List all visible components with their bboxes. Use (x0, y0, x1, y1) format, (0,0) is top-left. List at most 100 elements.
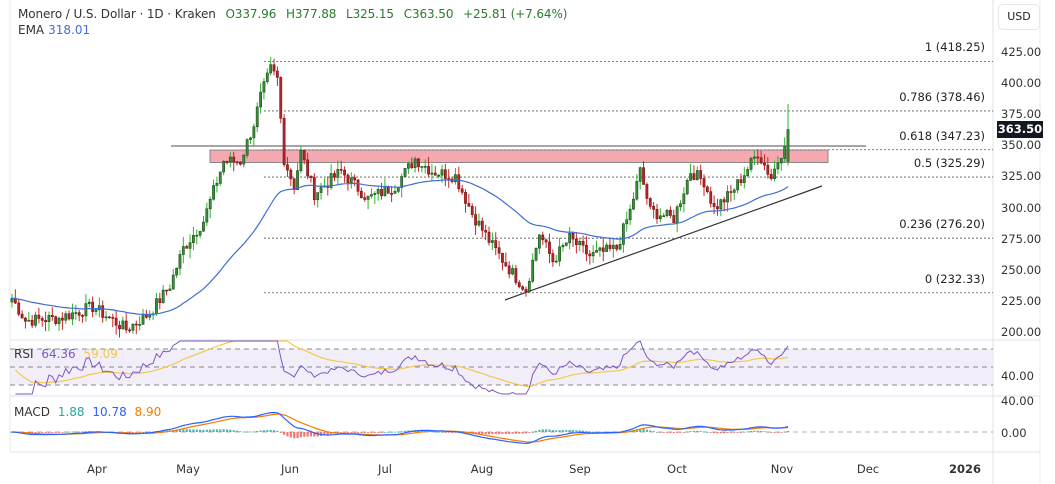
macd-histogram-bar (229, 429, 232, 432)
macd-histogram-bar (219, 429, 222, 432)
macd-legend[interactable]: MACD 1.88 10.78 8.90 (14, 405, 161, 419)
candle-body (165, 289, 168, 292)
candle-body (94, 309, 98, 312)
candle-body (349, 177, 353, 184)
candle-body (50, 315, 54, 317)
macd-histogram-bar (131, 432, 135, 433)
macd-histogram-bar (521, 432, 524, 434)
macd-histogram-bar (81, 431, 84, 433)
candle-body (504, 262, 508, 267)
candle-body (776, 162, 780, 170)
macd-histogram-bar (299, 432, 302, 438)
price-axis-label: 200.00 (1001, 324, 1042, 339)
macd-histogram-bar (64, 431, 67, 433)
macd-histogram-bar (696, 430, 699, 432)
macd-histogram-bar (269, 429, 272, 432)
candle-body (591, 252, 595, 257)
candle-body (329, 173, 333, 188)
candle-body (138, 324, 142, 326)
macd-histogram-bar (491, 432, 494, 435)
candle-body (581, 241, 585, 246)
candle-body (124, 320, 128, 331)
macd-histogram-bar (323, 432, 326, 436)
macd-histogram-bar (47, 432, 51, 433)
candle-body (108, 316, 111, 319)
candle-body (736, 179, 740, 191)
macd-histogram-bar (649, 430, 652, 432)
candle-body (695, 170, 699, 180)
currency-button[interactable]: USD (998, 4, 1040, 30)
candle-body (494, 240, 498, 249)
macd-histogram-bar (568, 429, 571, 432)
macd-histogram-bar (498, 432, 501, 435)
macd-histogram-bar (686, 431, 689, 433)
macd-histogram-bar (776, 432, 780, 433)
macd-histogram-bar (756, 430, 759, 432)
candle-body (215, 183, 219, 186)
candle-body (460, 188, 464, 193)
candle-body (299, 149, 303, 171)
macd-histogram-bar (78, 431, 81, 433)
macd-histogram-bar (195, 429, 198, 432)
candle-body (608, 244, 612, 249)
rsi-legend[interactable]: RSI 64.36 59.09 (14, 347, 118, 361)
macd-histogram-bar (702, 431, 706, 433)
candle-body (601, 247, 605, 252)
candle-body (37, 314, 41, 319)
macd-histogram-bar (61, 432, 64, 433)
macd-histogram-bar (232, 430, 235, 432)
candle-body (366, 195, 370, 200)
candle-body (427, 166, 430, 175)
macd-histogram-bar (84, 431, 87, 433)
macd-histogram-bar (444, 432, 447, 433)
rsi-line (15, 340, 789, 395)
candle-body (212, 185, 215, 200)
macd-histogram-bar (565, 430, 568, 432)
candle-body (34, 314, 37, 326)
macd-histogram-bar (733, 432, 736, 433)
candle-body (769, 174, 773, 179)
candle-body (40, 318, 44, 321)
macd-histogram-bar (326, 432, 329, 435)
ema-legend[interactable]: EMA 318.01 (18, 23, 90, 37)
candle-body (282, 117, 286, 165)
candle-body (716, 206, 719, 210)
macd-histogram-bar (141, 431, 145, 433)
macd-histogram-bar (306, 432, 309, 437)
candle-body (420, 166, 424, 168)
symbol-title[interactable]: Monero / U.S. Dollar · 1D · Kraken (18, 7, 216, 21)
candle-body (551, 253, 555, 263)
candle-body (77, 312, 81, 316)
macd-histogram-bar (773, 432, 776, 433)
candle-body (454, 174, 457, 182)
candle-body (54, 316, 58, 324)
rsi-ma-line (14, 340, 789, 388)
candle-body (642, 167, 645, 185)
candle-body (511, 268, 514, 275)
macd-histogram-bar (340, 432, 343, 433)
candle-body (17, 302, 21, 315)
macd-histogram-bar (746, 431, 749, 433)
macd-histogram-bar (538, 429, 541, 432)
candle-body (81, 315, 84, 317)
candle-body (353, 177, 357, 181)
candle-body (44, 320, 47, 323)
candle-body (185, 246, 189, 249)
candle-body (541, 234, 545, 241)
candle-body (27, 319, 31, 322)
macd-histogram-bar (662, 432, 665, 433)
candle-body (786, 129, 790, 162)
macd-histogram-bar (252, 431, 255, 433)
macd-histogram-bar (665, 432, 669, 433)
ema-value: 318.01 (48, 23, 91, 37)
macd-histogram-bar (706, 431, 709, 433)
price-axis-label: 425.00 (1001, 45, 1042, 59)
macd-histogram-bar (528, 432, 531, 433)
macd-histogram-bar (262, 430, 266, 432)
candle-body (346, 174, 350, 184)
price-axis-label: 300.00 (1001, 200, 1042, 215)
candle-body (359, 190, 363, 198)
macd-histogram-bar (585, 431, 588, 432)
